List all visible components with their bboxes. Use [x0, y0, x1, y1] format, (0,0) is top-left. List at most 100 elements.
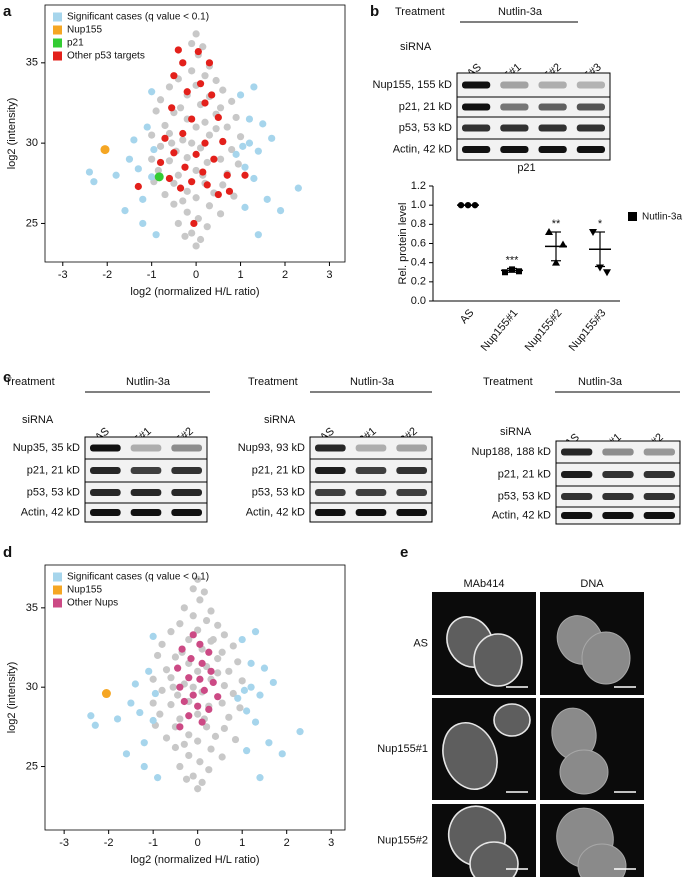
data-point	[196, 640, 204, 648]
y-axis-label: log2 (intensity)	[6, 662, 18, 734]
legend-label: Other Nups	[67, 598, 118, 609]
data-point	[174, 219, 182, 228]
data-point	[545, 228, 553, 235]
data-point	[236, 133, 245, 141]
data-point	[188, 67, 196, 75]
significance-label: **	[552, 218, 561, 230]
blot-band	[500, 81, 529, 89]
data-point	[218, 648, 226, 656]
plot-frame	[44, 564, 346, 831]
legend-swatch	[53, 51, 62, 61]
blot-band	[643, 448, 675, 456]
data-point	[219, 137, 227, 146]
row-label: p21, 21 kD	[399, 101, 452, 113]
legend-swatch	[53, 572, 62, 582]
data-point	[238, 677, 246, 685]
panel-letter: c	[3, 369, 11, 386]
data-point	[214, 693, 222, 701]
blot-band	[130, 489, 162, 496]
data-point	[198, 718, 206, 726]
data-point	[268, 134, 276, 142]
blot-band	[315, 509, 346, 516]
data-point	[161, 134, 169, 142]
row-label: AS	[413, 637, 428, 649]
data-point	[112, 171, 120, 179]
data-point	[209, 678, 217, 687]
data-point	[250, 174, 258, 183]
data-point	[194, 667, 202, 675]
data-point	[189, 772, 197, 780]
data-point	[165, 83, 174, 91]
data-point	[234, 658, 242, 666]
blot-band	[602, 493, 634, 500]
blot-band	[130, 467, 162, 474]
data-point	[201, 139, 209, 147]
data-point	[189, 631, 197, 639]
data-point	[203, 223, 211, 231]
x-tick-label: 2	[282, 269, 288, 281]
panel-letter: e	[400, 544, 408, 561]
blot-band	[355, 489, 387, 496]
data-point	[256, 691, 264, 699]
data-point	[225, 713, 233, 721]
data-point	[205, 648, 213, 656]
data-point	[85, 168, 94, 176]
x-tick-label: 0	[195, 837, 201, 849]
panel-letter: b	[370, 3, 379, 20]
data-point	[211, 732, 220, 740]
blot-band	[576, 124, 605, 132]
data-point	[247, 683, 255, 691]
data-point	[234, 160, 242, 168]
data-point	[87, 712, 95, 720]
data-point	[139, 219, 147, 228]
data-point	[199, 43, 207, 51]
row-label: Nup188, 188 kD	[472, 446, 552, 458]
data-point	[130, 136, 138, 144]
row-label: Nup93, 93 kD	[238, 442, 305, 454]
column-label: DNA	[580, 578, 604, 590]
data-point	[243, 707, 251, 715]
data-point	[156, 710, 164, 718]
data-point	[188, 115, 196, 123]
row-label: Nup155#2	[377, 834, 428, 846]
data-point	[188, 39, 196, 48]
data-point	[205, 131, 214, 139]
row-label: p53, 53 kD	[27, 486, 80, 498]
data-point	[198, 778, 206, 786]
data-point	[256, 774, 264, 782]
data-point	[214, 621, 222, 629]
data-point	[174, 691, 182, 699]
data-point	[269, 678, 277, 687]
data-point	[294, 184, 302, 192]
data-point	[201, 99, 209, 107]
data-point	[276, 207, 285, 215]
data-point	[167, 701, 175, 709]
data-point	[170, 72, 178, 80]
sirna-label: siRNA	[400, 41, 432, 53]
data-point	[201, 72, 209, 80]
treatment-label: Treatment	[5, 376, 55, 388]
sirna-label: siRNA	[22, 414, 54, 426]
data-point	[145, 667, 153, 675]
data-point	[149, 716, 157, 725]
data-point	[127, 699, 135, 707]
blot-band	[396, 509, 427, 516]
blot-band	[643, 471, 675, 478]
data-point	[239, 142, 247, 150]
data-point	[165, 157, 174, 165]
treatment-name: Nutlin-3a	[126, 376, 171, 388]
row-label: Actin, 42 kD	[492, 509, 551, 521]
blot-band	[500, 124, 529, 132]
y-axis-label: Rel. protein level	[397, 203, 409, 285]
y-tick-label: 1.2	[411, 180, 426, 192]
data-point	[152, 231, 160, 239]
data-point	[179, 136, 187, 144]
data-point	[207, 745, 215, 753]
data-point	[225, 667, 233, 675]
y-tick-label: 30	[26, 681, 38, 693]
data-point	[140, 739, 148, 747]
x-tick-label: -3	[58, 269, 68, 281]
data-point	[180, 604, 188, 612]
data-point	[170, 179, 178, 187]
data-point	[176, 620, 184, 628]
